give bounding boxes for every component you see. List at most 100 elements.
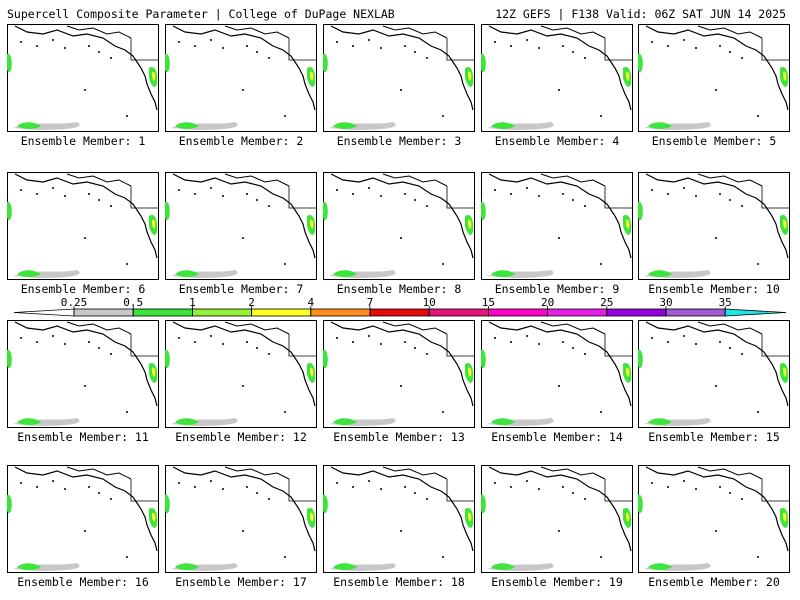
ensemble-member-label: Ensemble Member: 8 — [336, 282, 462, 296]
island-mark — [600, 115, 602, 117]
shaded-area-yellow — [152, 71, 156, 81]
island-mark — [284, 263, 286, 265]
ensemble-member-label: Ensemble Member: 5 — [651, 134, 777, 148]
country-border — [130, 334, 159, 357]
island-mark — [683, 187, 685, 189]
coastline — [488, 25, 632, 111]
shaded-area-green — [175, 418, 199, 425]
island-mark — [757, 411, 759, 413]
coastline — [330, 173, 474, 259]
shaded-area-green — [481, 349, 486, 369]
coastline — [224, 25, 290, 39]
island-mark — [246, 341, 248, 343]
island-mark — [380, 488, 382, 490]
island-mark — [741, 353, 743, 355]
island-mark — [126, 115, 128, 117]
map-frame — [323, 320, 475, 428]
island-mark — [600, 556, 602, 558]
island-mark — [242, 89, 244, 91]
island-mark — [110, 353, 112, 355]
ensemble-map-panel — [481, 24, 633, 132]
map-frame — [165, 172, 317, 280]
island-mark — [210, 480, 212, 482]
island-mark — [572, 199, 574, 201]
country-border — [604, 38, 633, 61]
map-frame — [481, 465, 633, 573]
shaded-area-yellow — [783, 219, 787, 229]
country-border — [130, 479, 159, 502]
coastline — [66, 173, 132, 187]
island-mark — [210, 39, 212, 41]
coastline — [224, 173, 290, 187]
ensemble-member-label: Ensemble Member: 4 — [494, 134, 620, 148]
ensemble-member-label: Ensemble Member: 12 — [175, 430, 307, 444]
legend-color-swatch — [191, 308, 252, 317]
map-frame — [481, 24, 633, 132]
country-border — [130, 186, 159, 209]
island-mark — [352, 193, 354, 195]
island-mark — [719, 193, 721, 195]
legend-tick-label: 30 — [659, 296, 672, 309]
island-mark — [284, 411, 286, 413]
island-mark — [757, 115, 759, 117]
shaded-area-yellow — [626, 219, 630, 229]
island-mark — [494, 482, 496, 484]
island-mark — [414, 347, 416, 349]
coastline — [540, 25, 606, 39]
map-frame — [165, 465, 317, 573]
island-mark — [98, 347, 100, 349]
shaded-area-green — [323, 349, 328, 369]
coastline — [14, 173, 158, 259]
legend-tick-label: 1 — [189, 296, 196, 309]
shaded-area-yellow — [310, 219, 314, 229]
map-frame — [481, 172, 633, 280]
legend-tick-label: 4 — [307, 296, 314, 309]
ensemble-map-panel — [7, 465, 159, 573]
island-mark — [242, 530, 244, 532]
map-frame — [323, 465, 475, 573]
coastline — [66, 25, 132, 39]
country-border — [288, 479, 317, 502]
island-mark — [562, 193, 564, 195]
island-mark — [538, 488, 540, 490]
island-mark — [242, 237, 244, 239]
map-frame — [7, 320, 159, 428]
island-mark — [256, 199, 258, 201]
island-mark — [126, 556, 128, 558]
legend-color-swatch — [487, 308, 548, 317]
island-mark — [210, 187, 212, 189]
shaded-area-yellow — [626, 512, 630, 522]
shaded-area-green — [165, 201, 170, 221]
island-mark — [538, 343, 540, 345]
island-mark — [246, 486, 248, 488]
coastline — [14, 25, 158, 111]
island-mark — [562, 486, 564, 488]
ensemble-map-panel — [481, 320, 633, 428]
map-frame — [7, 465, 159, 573]
ensemble-map-panel — [323, 172, 475, 280]
island-mark — [600, 411, 602, 413]
island-mark — [98, 51, 100, 53]
map-frame — [165, 24, 317, 132]
island-mark — [400, 385, 402, 387]
ensemble-map-panel — [7, 172, 159, 280]
legend-tick-label: 0.25 — [61, 296, 88, 309]
island-mark — [194, 341, 196, 343]
island-mark — [426, 205, 428, 207]
island-mark — [651, 189, 653, 191]
ensemble-map-panel — [323, 24, 475, 132]
island-mark — [36, 341, 38, 343]
legend-color-swatch — [665, 308, 726, 317]
island-mark — [256, 492, 258, 494]
island-mark — [246, 45, 248, 47]
shaded-area-green — [323, 494, 328, 514]
island-mark — [64, 47, 66, 49]
ensemble-map-panel — [638, 24, 790, 132]
map-frame — [638, 465, 790, 573]
shaded-area-yellow — [152, 219, 156, 229]
shaded-area-green — [481, 494, 486, 514]
island-mark — [404, 486, 406, 488]
shaded-area-yellow — [468, 512, 472, 522]
ensemble-member-label: Ensemble Member: 6 — [20, 282, 146, 296]
island-mark — [256, 51, 258, 53]
